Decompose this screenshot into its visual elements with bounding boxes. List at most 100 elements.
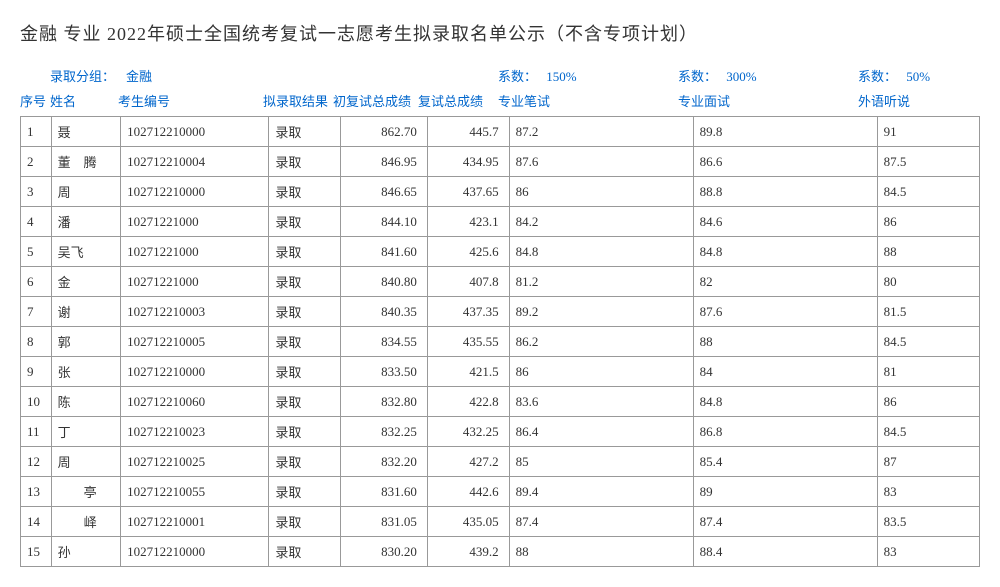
cell-id: 10271221000 [121,207,269,237]
cell-written: 83.6 [509,387,693,417]
table-row: 2董 腾102712210004录取846.95434.9587.686.687… [21,147,980,177]
cell-id: 102712210000 [121,537,269,567]
cell-total: 844.10 [340,207,427,237]
cell-written: 84.2 [509,207,693,237]
cell-written: 86 [509,357,693,387]
header-seq: 序号 [20,91,50,110]
cell-written: 87.2 [509,117,693,147]
cell-result: 录取 [269,147,341,177]
header-foreign: 外语听说 [858,91,958,110]
group-value: 金融 [126,69,152,84]
cell-result: 录取 [269,477,341,507]
cell-result: 录取 [269,207,341,237]
cell-seq: 6 [21,267,52,297]
cell-foreign: 84.5 [877,177,979,207]
cell-name: 周 [51,447,121,477]
coef-foreign-label: 系数： [858,69,897,84]
cell-retest: 435.55 [427,327,509,357]
table-row: 5吴飞10271221000录取841.60425.684.884.888 [21,237,980,267]
cell-total: 832.25 [340,417,427,447]
cell-interview: 84.8 [693,387,877,417]
cell-total: 832.80 [340,387,427,417]
cell-id: 102712210000 [121,357,269,387]
cell-retest: 423.1 [427,207,509,237]
meta-header-row: 录取分组： 金融 系数： 150% 系数： 300% 系数： 50% [20,66,980,85]
cell-seq: 12 [21,447,52,477]
cell-interview: 84.8 [693,237,877,267]
cell-total: 846.65 [340,177,427,207]
cell-name: 陈 [51,387,121,417]
cell-retest: 445.7 [427,117,509,147]
cell-result: 录取 [269,327,341,357]
cell-total: 831.60 [340,477,427,507]
table-row: 4潘 10271221000录取844.10423.184.284.686 [21,207,980,237]
cell-id: 102712210005 [121,327,269,357]
cell-name: 周 [51,177,121,207]
cell-foreign: 86 [877,387,979,417]
cell-name: 谢 [51,297,121,327]
cell-seq: 1 [21,117,52,147]
cell-result: 录取 [269,177,341,207]
cell-total: 831.05 [340,507,427,537]
cell-interview: 87.4 [693,507,877,537]
cell-total: 840.80 [340,267,427,297]
cell-written: 81.2 [509,267,693,297]
cell-interview: 84 [693,357,877,387]
cell-seq: 4 [21,207,52,237]
cell-id: 102712210060 [121,387,269,417]
cell-interview: 89 [693,477,877,507]
table-row: 15孙 102712210000录取830.20439.28888.483 [21,537,980,567]
cell-foreign: 81 [877,357,979,387]
cell-foreign: 84.5 [877,327,979,357]
cell-interview: 84.6 [693,207,877,237]
cell-result: 录取 [269,237,341,267]
cell-interview: 88.4 [693,537,877,567]
coef-interview-label: 系数： [678,69,717,84]
table-row: 6金 10271221000录取840.80407.881.28280 [21,267,980,297]
cell-result: 录取 [269,507,341,537]
cell-name: 郭 [51,327,121,357]
cell-name: 丁 [51,417,121,447]
table-row: 13 亭102712210055录取831.60442.689.48983 [21,477,980,507]
cell-name: 潘 [51,207,121,237]
header-retest: 复试总成绩 [418,91,498,110]
admission-table: 1聂102712210000录取862.70445.787.289.8912董 … [20,116,980,567]
cell-result: 录取 [269,357,341,387]
cell-foreign: 83 [877,477,979,507]
cell-name: 张 [51,357,121,387]
page-title: 金融 专业 2022年硕士全国统考复试一志愿考生拟录取名单公示（不含专项计划） [20,20,980,46]
table-row: 12周 102712210025录取832.20427.28585.487 [21,447,980,477]
cell-retest: 442.6 [427,477,509,507]
cell-name: 峄 [51,507,121,537]
cell-id: 102712210055 [121,477,269,507]
cell-name: 孙 [51,537,121,567]
cell-foreign: 91 [877,117,979,147]
cell-written: 86.4 [509,417,693,447]
coef-foreign-value: 50% [906,69,930,84]
cell-interview: 86.8 [693,417,877,447]
cell-total: 830.20 [340,537,427,567]
cell-foreign: 84.5 [877,417,979,447]
header-id: 考生编号 [118,91,263,110]
cell-id: 102712210003 [121,297,269,327]
cell-retest: 437.65 [427,177,509,207]
header-total: 初复试总成绩 [333,91,418,110]
cell-retest: 432.25 [427,417,509,447]
cell-written: 85 [509,447,693,477]
cell-result: 录取 [269,297,341,327]
cell-foreign: 87.5 [877,147,979,177]
cell-interview: 88 [693,327,877,357]
cell-seq: 15 [21,537,52,567]
column-header-row: 序号 姓名 考生编号 拟录取结果 初复试总成绩 复试总成绩 专业笔试 专业面试 … [20,91,980,110]
cell-interview: 88.8 [693,177,877,207]
cell-id: 102712210001 [121,507,269,537]
cell-result: 录取 [269,117,341,147]
cell-retest: 427.2 [427,447,509,477]
cell-result: 录取 [269,537,341,567]
cell-seq: 2 [21,147,52,177]
cell-total: 832.20 [340,447,427,477]
cell-written: 88 [509,537,693,567]
cell-retest: 434.95 [427,147,509,177]
cell-id: 102712210023 [121,417,269,447]
table-row: 3周 102712210000录取846.65437.658688.884.5 [21,177,980,207]
